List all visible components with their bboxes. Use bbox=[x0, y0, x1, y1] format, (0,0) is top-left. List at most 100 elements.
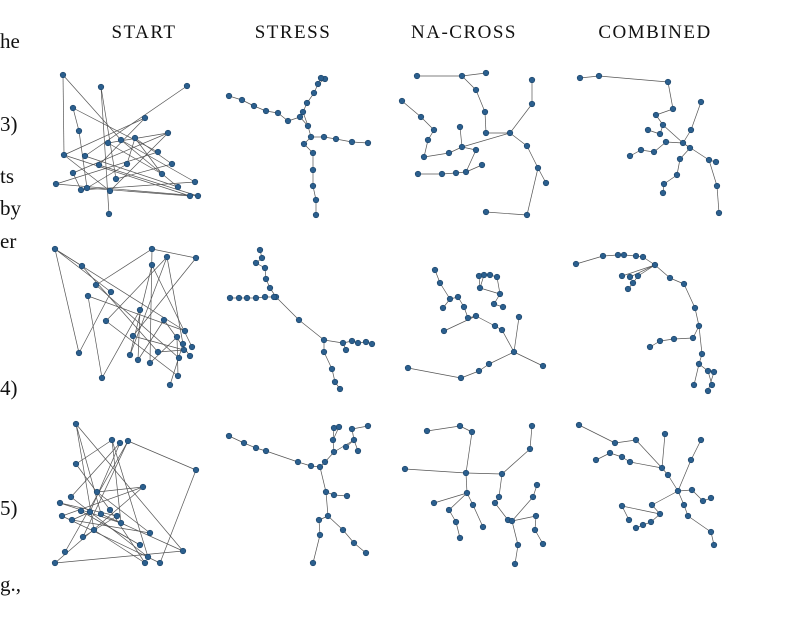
graph-edge bbox=[511, 496, 534, 522]
graph-node bbox=[611, 439, 619, 447]
graph-node bbox=[329, 436, 337, 444]
graph-node bbox=[688, 486, 696, 494]
graph-node bbox=[664, 471, 672, 479]
graph-edge bbox=[275, 296, 300, 321]
graph-drawing-na-cross-row-3 bbox=[401, 422, 547, 568]
graph-edge bbox=[501, 329, 515, 353]
graph-edge bbox=[526, 145, 539, 169]
graph-edge bbox=[100, 86, 110, 215]
graph-edge bbox=[465, 431, 473, 474]
graph-node bbox=[624, 285, 632, 293]
graph-node bbox=[164, 129, 172, 137]
graph-node bbox=[160, 316, 168, 324]
graph-node bbox=[515, 313, 523, 321]
graph-node bbox=[404, 364, 412, 372]
graph-node bbox=[84, 292, 92, 300]
graph-node bbox=[256, 246, 264, 254]
graph-node bbox=[495, 493, 503, 501]
graph-node bbox=[592, 456, 600, 464]
graph-node bbox=[69, 104, 77, 112]
graph-node bbox=[534, 164, 542, 172]
graph-edge bbox=[111, 439, 122, 524]
graph-node bbox=[707, 528, 715, 536]
graph-edge bbox=[323, 351, 333, 370]
graph-node bbox=[482, 208, 490, 216]
graph-node bbox=[75, 349, 83, 357]
graph-edge bbox=[475, 89, 486, 113]
graph-node bbox=[102, 317, 110, 325]
graph-node bbox=[475, 272, 483, 280]
graph-edge bbox=[485, 211, 528, 216]
graph-drawing-na-cross-row-1 bbox=[398, 69, 550, 219]
graph-edge bbox=[488, 351, 515, 365]
graph-node bbox=[710, 541, 718, 549]
graph-node bbox=[680, 280, 688, 288]
graph-node bbox=[626, 458, 634, 466]
graph-drawing-na-cross-row-2 bbox=[404, 266, 547, 382]
graph-node bbox=[174, 183, 182, 191]
graph-node bbox=[687, 126, 695, 134]
graph-edge bbox=[151, 264, 193, 348]
graph-node bbox=[106, 506, 114, 514]
graph-node bbox=[188, 343, 196, 351]
graph-edge bbox=[629, 461, 663, 469]
graph-edge bbox=[475, 315, 496, 327]
graph-node bbox=[632, 436, 640, 444]
graph-node bbox=[656, 130, 664, 138]
graph-edge bbox=[159, 469, 197, 564]
graph-node bbox=[446, 295, 454, 303]
graph-node bbox=[339, 526, 347, 534]
graph-edge bbox=[63, 117, 146, 156]
graph-edge bbox=[55, 183, 199, 197]
graph-node bbox=[116, 439, 124, 447]
graph-node bbox=[572, 260, 580, 268]
graph-node bbox=[481, 108, 489, 116]
graph-edge bbox=[75, 463, 111, 511]
graph-edge bbox=[54, 248, 112, 293]
graph-edge bbox=[61, 486, 144, 517]
graph-edge bbox=[529, 425, 533, 450]
graph-edge bbox=[654, 264, 671, 279]
graph-node bbox=[309, 559, 317, 567]
graph-node bbox=[532, 512, 540, 520]
margin-fragment: 3) bbox=[0, 112, 18, 136]
graph-edge bbox=[511, 515, 537, 522]
graph-node bbox=[531, 526, 539, 534]
graph-node bbox=[476, 284, 484, 292]
graph-node bbox=[452, 169, 460, 177]
graph-node bbox=[713, 182, 721, 190]
graph-edge bbox=[635, 439, 663, 469]
graph-edge bbox=[459, 126, 463, 148]
margin-fragment: 4) bbox=[0, 376, 18, 400]
graph-edge bbox=[513, 316, 520, 353]
graph-edge bbox=[683, 283, 696, 309]
graph-node bbox=[469, 501, 477, 509]
graph-node bbox=[472, 86, 480, 94]
graph-edge bbox=[107, 142, 163, 175]
graph-node bbox=[240, 439, 248, 447]
graph-node bbox=[454, 293, 462, 301]
graph-node bbox=[456, 534, 464, 542]
graph-node bbox=[506, 129, 514, 137]
graph-node bbox=[51, 245, 59, 253]
graph-edge bbox=[120, 139, 196, 183]
graph-node bbox=[192, 466, 200, 474]
graph-node bbox=[364, 139, 372, 147]
graph-edge bbox=[134, 137, 163, 175]
graph-edge bbox=[661, 433, 666, 469]
graph-node bbox=[163, 253, 171, 261]
graph-node bbox=[676, 155, 684, 163]
graph-node bbox=[51, 559, 59, 567]
graph-drawing-combined-row-2 bbox=[572, 251, 718, 395]
graph-node bbox=[472, 312, 480, 320]
graph-edge bbox=[677, 459, 692, 492]
graph-node bbox=[576, 74, 584, 82]
graph-node bbox=[105, 210, 113, 218]
graph-node bbox=[496, 290, 504, 298]
graph-edge bbox=[526, 167, 539, 216]
graph-node bbox=[684, 512, 692, 520]
graph-node bbox=[401, 465, 409, 473]
graph-node bbox=[695, 360, 703, 368]
graph-node bbox=[262, 447, 270, 455]
graph-node bbox=[362, 549, 370, 557]
